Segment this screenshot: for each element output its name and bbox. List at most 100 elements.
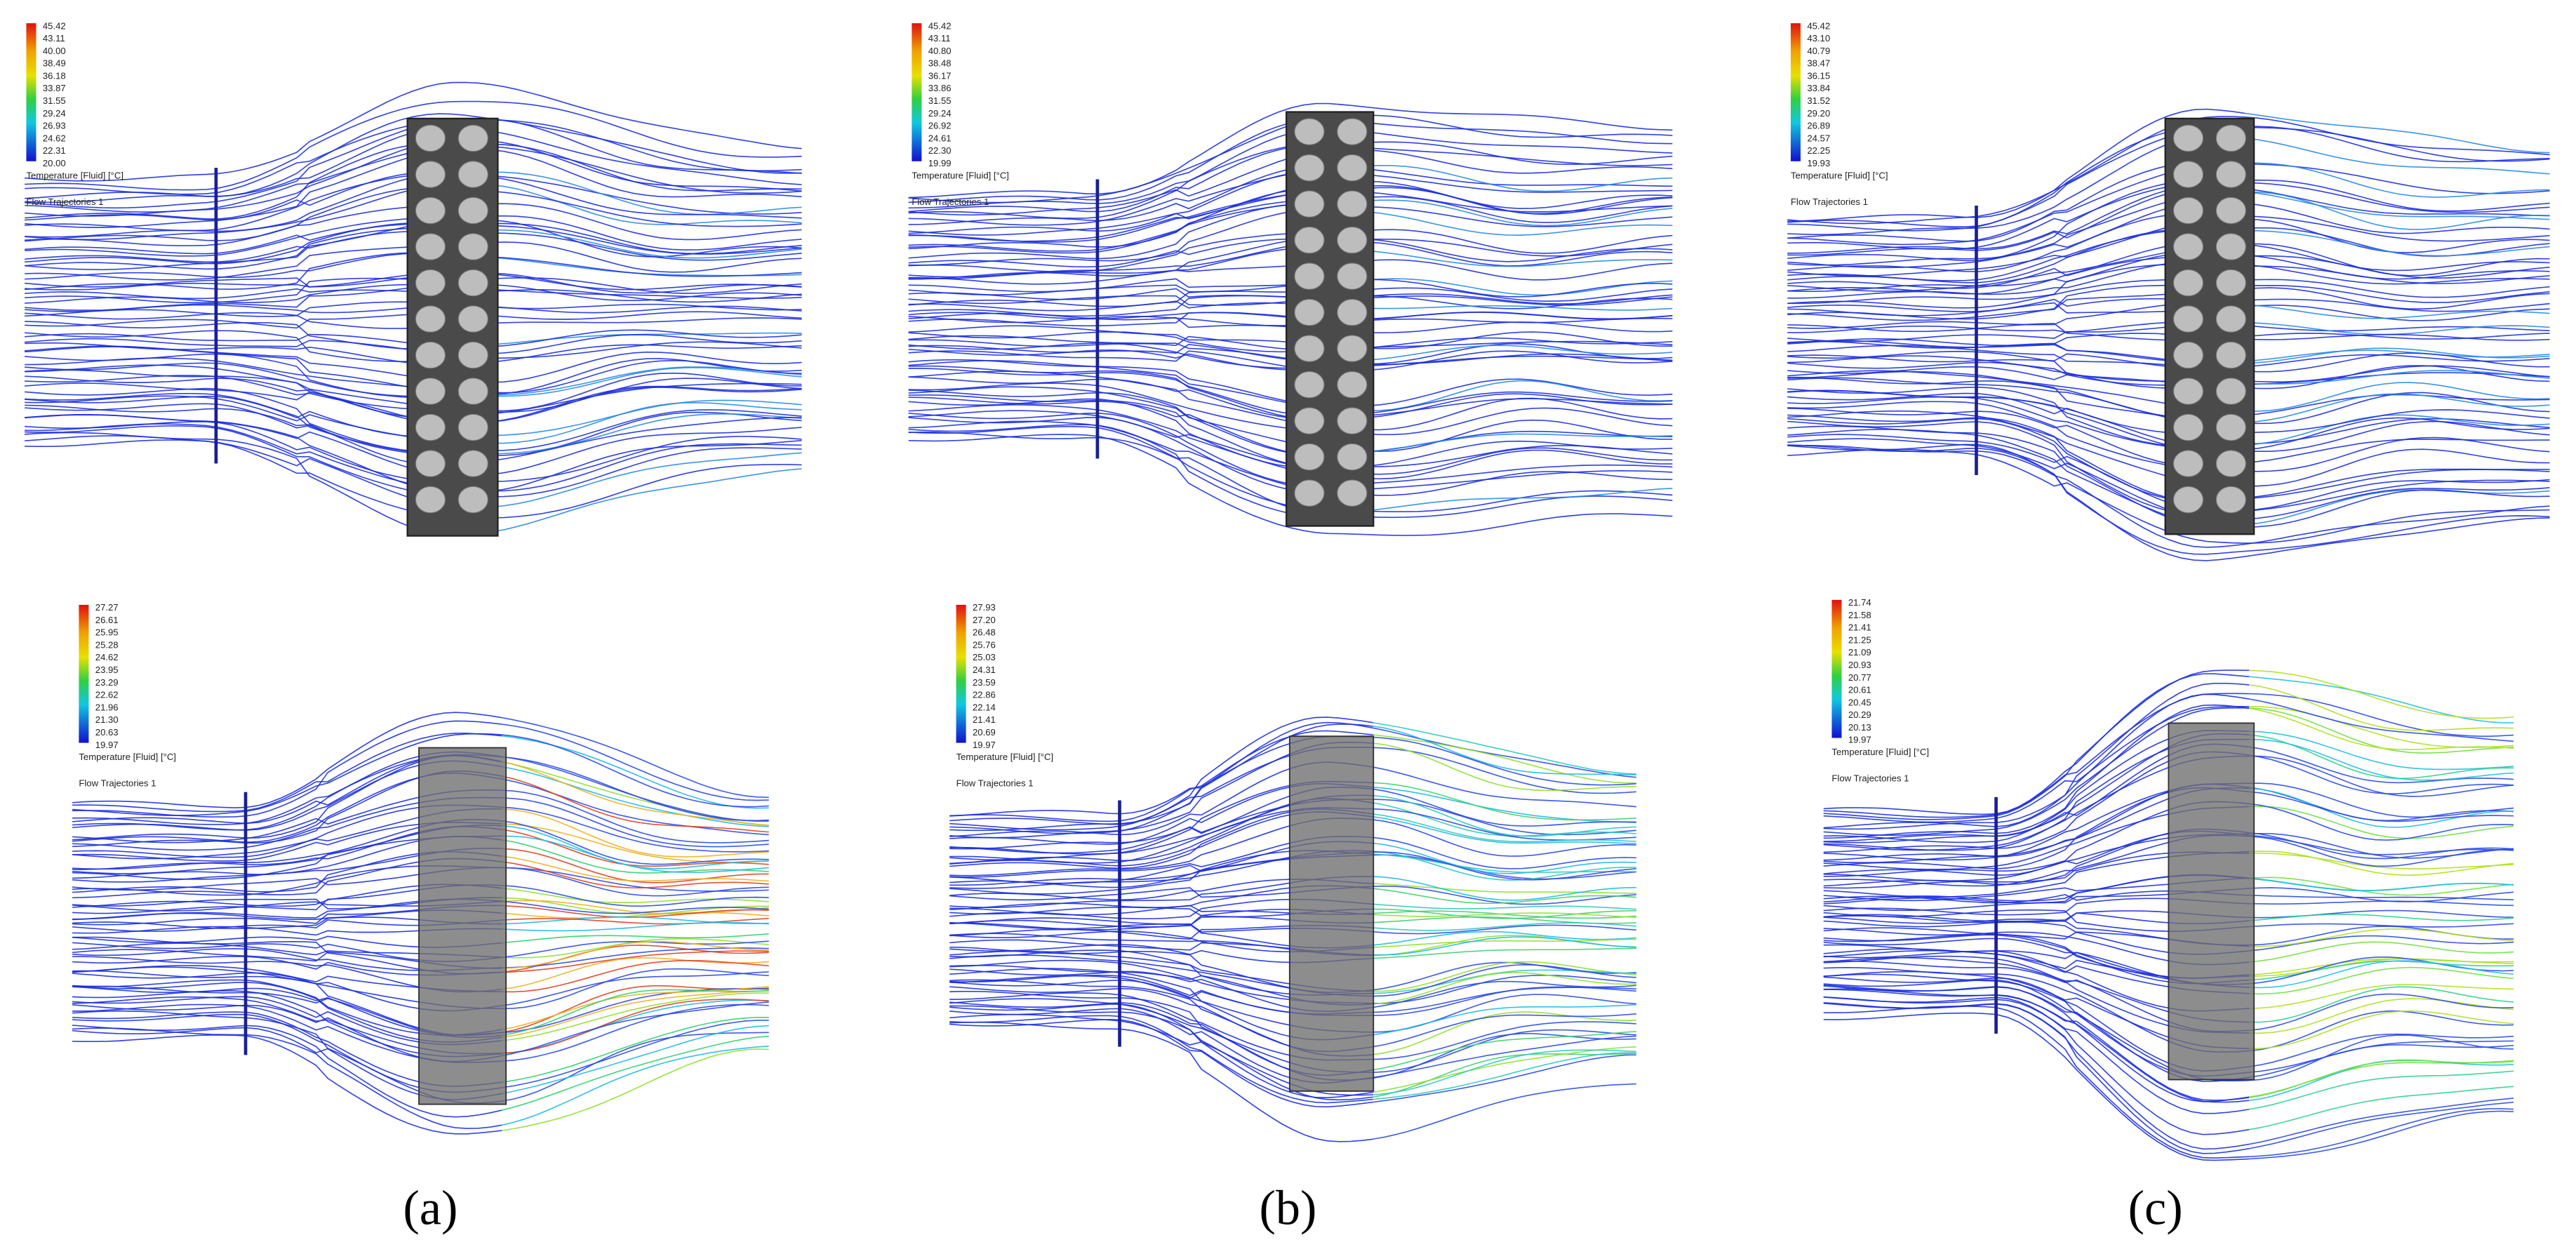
- streamline: [2244, 352, 2550, 373]
- streamline: [490, 219, 802, 258]
- legend-tick: 36.15: [1807, 70, 1830, 81]
- streamline: [1366, 229, 1673, 254]
- streamline: [502, 734, 769, 808]
- legend-title: Temperature [Fluid] [°C]: [956, 752, 1054, 762]
- legend-tick: 19.97: [973, 740, 996, 750]
- streamline: [490, 289, 802, 303]
- fin-hole: [415, 233, 446, 260]
- streamline: [1366, 239, 1673, 257]
- streamline: [2249, 1110, 2514, 1160]
- streamline: [502, 999, 769, 1054]
- streamline: [2249, 914, 2514, 921]
- streamline: [1373, 813, 1636, 843]
- streamline: [1373, 888, 1636, 905]
- streamline: [1366, 206, 1673, 227]
- fin-hole: [2215, 486, 2247, 514]
- panel-label: (a): [403, 1181, 458, 1236]
- legend-tick: 29.20: [1807, 108, 1830, 119]
- streamline: [2249, 1010, 2514, 1050]
- streamline: [1366, 513, 1673, 536]
- legend-tick: 25.76: [973, 639, 996, 650]
- legend-tick: 20.61: [1848, 685, 1871, 695]
- color-bar: [1790, 23, 1801, 161]
- streamline: [1366, 174, 1673, 193]
- streamline: [1366, 345, 1673, 361]
- streamline: [502, 987, 769, 1034]
- streamline: [2248, 803, 2514, 841]
- trajectories-label: Flow Trajectories 1: [912, 196, 989, 207]
- streamline: [1373, 980, 1636, 1008]
- legend-tick: 22.62: [95, 690, 119, 700]
- streamline: [1366, 305, 1673, 311]
- streamline: [2244, 394, 2550, 416]
- fin-hole: [2173, 341, 2204, 369]
- streamline: [2244, 244, 2550, 272]
- heat-block: [418, 747, 507, 1105]
- streamline: [2249, 1108, 2514, 1158]
- trajectories-label: Flow Trajectories 1: [1831, 773, 1909, 784]
- streamline: [1373, 986, 1636, 1017]
- streamline: [2244, 325, 2550, 332]
- streamline: [490, 284, 802, 302]
- streamline: [2245, 126, 2550, 163]
- streamline: [1366, 470, 1673, 490]
- streamline: [2244, 515, 2550, 552]
- streamline: [2248, 684, 2514, 731]
- streamline: [502, 756, 769, 822]
- legend-tick: 21.96: [95, 702, 119, 712]
- legend-tick: 21.25: [1848, 634, 1871, 645]
- streamline: [1373, 1029, 1636, 1074]
- streamline: [502, 1025, 769, 1095]
- fin-hole: [2215, 341, 2247, 369]
- legend-title: Temperature [Fluid] [°C]: [1831, 747, 1929, 757]
- fin-hole: [1337, 443, 1368, 471]
- streamline: [2248, 707, 2514, 750]
- fin-hole: [1294, 226, 1325, 254]
- streamline: [2245, 162, 2550, 198]
- fin-hole: [2215, 161, 2247, 188]
- streamline: [1366, 391, 1673, 414]
- streamline: [502, 839, 769, 874]
- streamline: [2249, 986, 2514, 1023]
- legend-tick: 38.49: [43, 58, 66, 69]
- legend-tick: 38.48: [928, 58, 952, 69]
- streamline: [2248, 754, 2514, 794]
- streamline: [2249, 960, 2514, 989]
- streamline: [490, 222, 802, 255]
- streamline: [1373, 1054, 1636, 1103]
- streamline: [502, 971, 769, 1006]
- streamline: [490, 176, 802, 219]
- streamline: [1366, 259, 1673, 281]
- streamline: [502, 900, 769, 915]
- legend-tick: 20.00: [43, 158, 66, 168]
- streamline: [1366, 241, 1673, 267]
- color-bar: [1831, 599, 1842, 738]
- streamline: [2244, 393, 2550, 423]
- streamline: [490, 317, 802, 324]
- streamline: [2244, 436, 2550, 472]
- legend-tick: 20.13: [1848, 722, 1871, 733]
- streamline: [490, 203, 802, 241]
- streamline: [490, 443, 802, 492]
- streamline: [72, 720, 502, 818]
- streamline: [490, 241, 802, 273]
- streamline: [502, 900, 769, 914]
- legend-title: Temperature [Fluid] [°C]: [26, 170, 124, 180]
- fin-hole: [415, 305, 446, 333]
- streamline: [1373, 727, 1636, 778]
- legend-tick: 31.55: [43, 95, 66, 106]
- streamline: [490, 436, 802, 483]
- streamline: [490, 175, 802, 215]
- streamline: [2249, 876, 2514, 896]
- streamline: [1366, 106, 1673, 131]
- legend-tick: 23.95: [95, 665, 119, 675]
- streamline: [502, 806, 769, 853]
- streamline: [2249, 738, 2514, 781]
- streamline: [2245, 229, 2550, 257]
- heat-block: [1288, 735, 1375, 1092]
- streamline: [490, 367, 802, 397]
- streamline: [2249, 958, 2514, 975]
- streamline: [490, 417, 802, 462]
